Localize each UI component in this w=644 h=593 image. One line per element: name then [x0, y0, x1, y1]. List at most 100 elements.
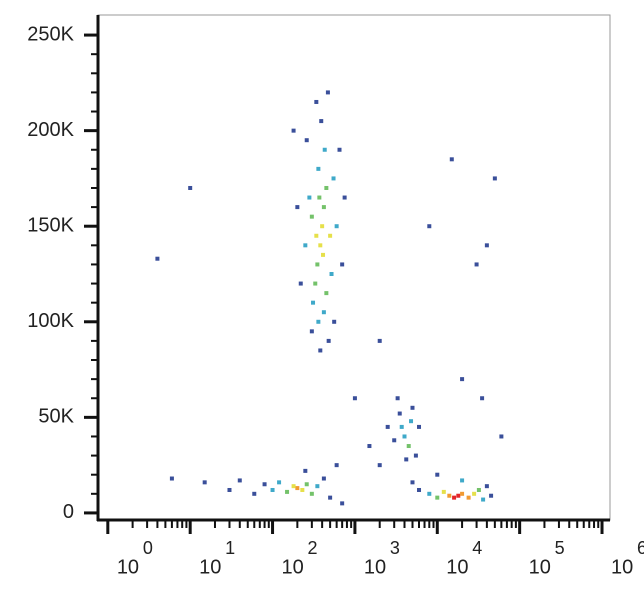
- point: [285, 489, 290, 494]
- point: [404, 457, 409, 462]
- point: [449, 157, 454, 162]
- point: [304, 482, 309, 487]
- point: [320, 224, 325, 229]
- point: [435, 495, 440, 500]
- point: [291, 484, 296, 489]
- point: [252, 491, 257, 496]
- x-tick-exponent: 0: [143, 538, 153, 558]
- point: [169, 476, 174, 481]
- point: [202, 480, 207, 485]
- point: [460, 377, 465, 382]
- point: [484, 484, 489, 489]
- point: [317, 195, 322, 200]
- point: [417, 487, 422, 492]
- point: [316, 166, 321, 171]
- point: [435, 472, 440, 477]
- point: [328, 495, 333, 500]
- x-tick-label: 10: [446, 556, 468, 578]
- point: [321, 476, 326, 481]
- point: [298, 281, 303, 286]
- point: [392, 438, 397, 443]
- point: [399, 424, 404, 429]
- point: [476, 487, 481, 492]
- point: [325, 90, 330, 95]
- x-tick-exponent: 5: [555, 538, 565, 558]
- point: [427, 224, 432, 229]
- point: [321, 205, 326, 210]
- y-tick-label: 250K: [27, 23, 74, 45]
- x-tick-exponent: 2: [308, 538, 318, 558]
- point: [188, 185, 193, 190]
- x-tick-exponent: 4: [472, 538, 482, 558]
- point: [410, 480, 415, 485]
- point: [472, 491, 477, 496]
- point: [466, 495, 471, 500]
- point: [332, 319, 337, 324]
- point: [315, 484, 320, 489]
- point: [313, 281, 318, 286]
- y-tick-label: 150K: [27, 214, 74, 236]
- point: [492, 176, 497, 181]
- point: [410, 405, 415, 410]
- x-tick-exponent: 6: [637, 538, 644, 558]
- point: [291, 128, 296, 133]
- plot-frame: [97, 14, 611, 521]
- y-tick-label: 0: [63, 501, 74, 523]
- point: [352, 396, 357, 401]
- point: [337, 147, 342, 152]
- point: [270, 487, 275, 492]
- point: [319, 119, 324, 124]
- point: [409, 419, 414, 424]
- point: [367, 444, 372, 449]
- point: [460, 478, 465, 483]
- point: [303, 243, 308, 248]
- point: [441, 489, 446, 494]
- point: [340, 501, 345, 506]
- y-tick-label: 200K: [27, 119, 74, 141]
- point: [402, 434, 407, 439]
- point: [304, 138, 309, 143]
- point: [340, 262, 345, 267]
- point: [342, 195, 347, 200]
- point: [385, 424, 390, 429]
- x-tick-label: 10: [117, 556, 139, 578]
- x-tick-exponent: 1: [225, 538, 235, 558]
- point: [427, 491, 432, 496]
- point: [309, 214, 314, 219]
- y-tick-label: 50K: [38, 406, 74, 428]
- point: [311, 300, 316, 305]
- point: [484, 243, 489, 248]
- point: [460, 491, 465, 496]
- point: [377, 338, 382, 343]
- point: [334, 224, 339, 229]
- point: [309, 491, 314, 496]
- point: [326, 338, 331, 343]
- x-tick-label: 10: [364, 556, 386, 578]
- point: [489, 493, 494, 498]
- point: [303, 468, 308, 473]
- point: [452, 495, 457, 500]
- point: [318, 348, 323, 353]
- x-tick-label: 10: [529, 556, 551, 578]
- point: [237, 478, 242, 483]
- point: [295, 205, 300, 210]
- point: [314, 99, 319, 104]
- point: [417, 424, 422, 429]
- point: [321, 252, 326, 257]
- point: [316, 319, 321, 324]
- point: [331, 176, 336, 181]
- point: [227, 487, 232, 492]
- point: [315, 262, 320, 267]
- point: [307, 195, 312, 200]
- point: [328, 233, 333, 238]
- x-tick-label: 10: [611, 556, 633, 578]
- point: [314, 233, 319, 238]
- point: [329, 271, 334, 276]
- point: [309, 329, 314, 334]
- point: [334, 463, 339, 468]
- point: [474, 262, 479, 267]
- x-tick-label: 10: [282, 556, 304, 578]
- point: [395, 396, 400, 401]
- y-tick-label: 100K: [27, 310, 74, 332]
- point: [318, 243, 323, 248]
